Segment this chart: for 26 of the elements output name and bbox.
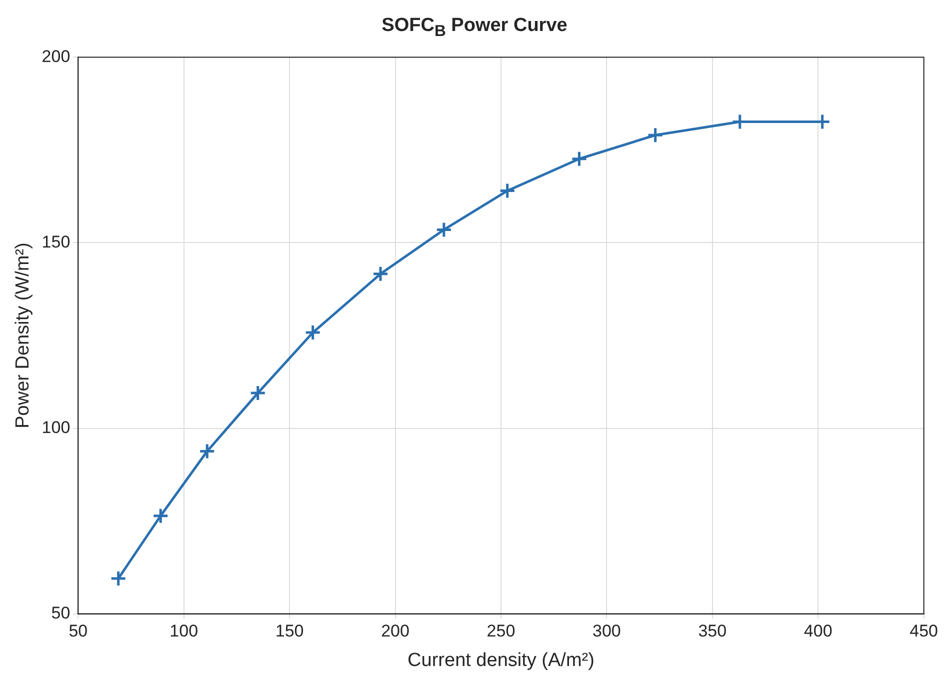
x-axis-title: Current density (A/m²) [408, 650, 594, 671]
x-tick-label: 50 [68, 622, 88, 641]
point [304, 324, 322, 341]
y-tick-label: 100 [42, 418, 70, 437]
x-tick-label: 450 [910, 622, 938, 641]
point [570, 150, 588, 168]
y-tick-label: 200 [42, 46, 70, 66]
chart-title: SOFC$_{B}$ Power Curve [380, 14, 568, 42]
point [110, 570, 127, 587]
point [647, 126, 664, 144]
x-tick-label: 250 [486, 622, 516, 641]
y-axis-title: Power Density (W/m²) [12, 242, 34, 428]
x-tick-label: 100 [170, 622, 198, 641]
point [198, 443, 216, 460]
x-tick-label: 150 [275, 622, 304, 641]
y-tick-label: 50 [51, 603, 70, 622]
x-tick-label: 400 [804, 622, 832, 641]
x-tick-label: 300 [592, 622, 621, 641]
point [250, 384, 266, 402]
point [152, 508, 169, 524]
point [372, 266, 389, 282]
point [499, 182, 516, 200]
x-tick-label: 200 [381, 622, 410, 641]
point [436, 221, 452, 238]
y-tick-label: 150 [42, 232, 70, 252]
x-tick-label: 350 [698, 622, 727, 641]
